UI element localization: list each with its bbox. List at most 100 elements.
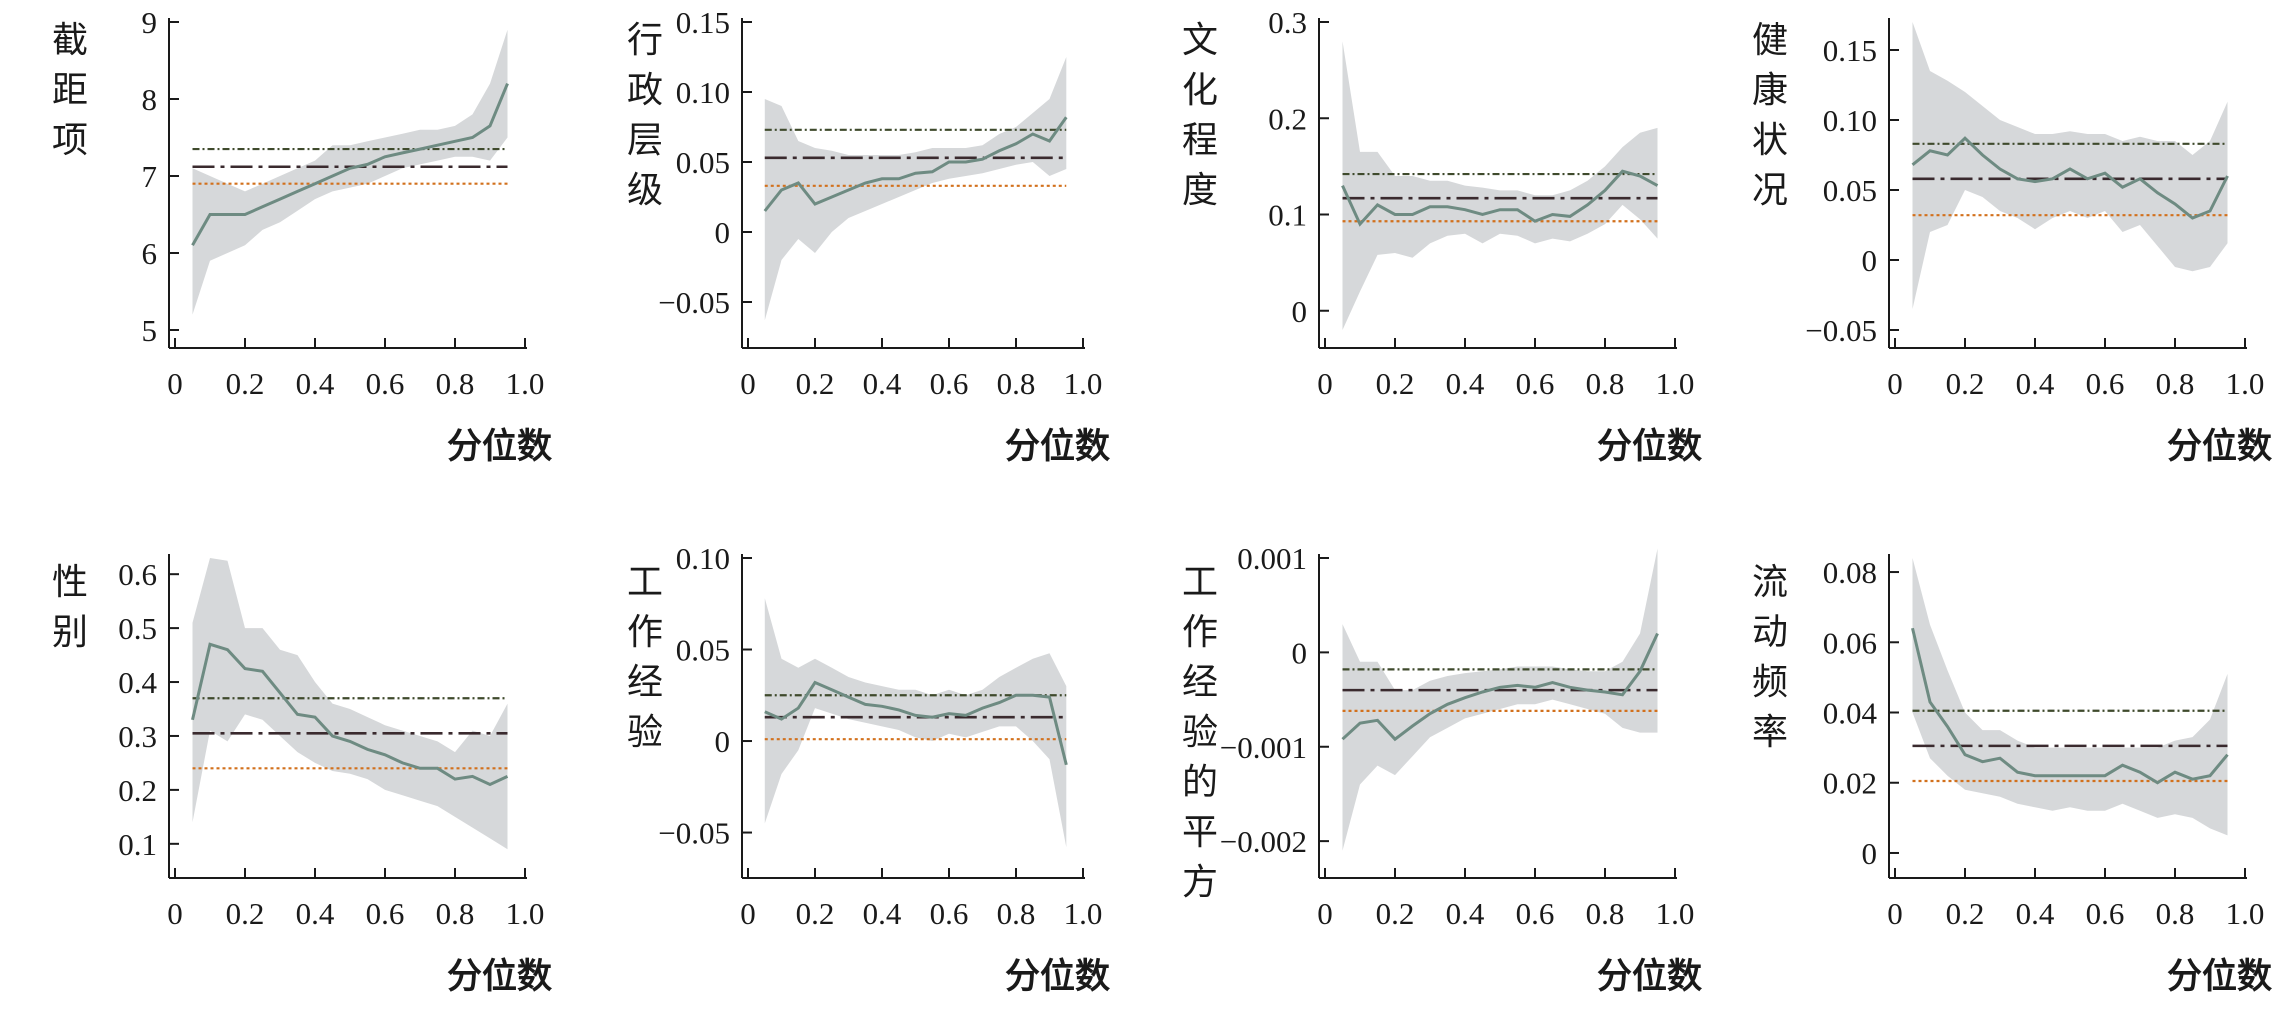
y-axis-title-char: 动: [1752, 612, 1788, 653]
quantile-coefficient-line: [1911, 136, 2229, 220]
y-axis-title-char: 作: [627, 612, 663, 653]
y-axis-title: 行政层级: [627, 20, 663, 211]
x-tick-label: 0.4: [863, 896, 902, 931]
y-tick-label: −0.001: [1220, 730, 1307, 765]
y-tick-label: 8: [142, 82, 158, 117]
y-tick-label: 0: [1292, 294, 1308, 329]
quantile-coefficient-line: [1341, 169, 1659, 227]
x-tick-label: 0.6: [366, 896, 405, 931]
y-tick-label: −0.05: [658, 285, 730, 320]
x-tick-label: 0.2: [1946, 366, 1985, 401]
y-tick-label: 0.05: [676, 145, 730, 180]
y-tick-label: 0.05: [1823, 173, 1877, 208]
y-axis-title-char: 截: [52, 20, 88, 61]
y-tick-label: 0.3: [1268, 5, 1307, 40]
y-axis-title-char: 验: [627, 712, 663, 753]
x-tick-label: 0.8: [2156, 896, 2195, 931]
x-axis-title: 分位数: [2167, 957, 2272, 997]
y-axis-title-char: 别: [52, 612, 88, 653]
y-tick-label: 6: [142, 236, 158, 271]
y-axis-title-char: 程: [1182, 120, 1218, 161]
y-axis-title-char: 级: [627, 170, 663, 211]
quantile-coefficient-line: [763, 116, 1068, 212]
x-tick-label: 0.6: [366, 366, 405, 401]
y-tick-label: 0.6: [118, 557, 157, 592]
x-tick-label: 0.2: [796, 366, 835, 401]
y-axis-title-char: 健: [1752, 20, 1788, 61]
chart-panel-8: 0 0.02 0.04 0.06 0.08 0 0.2 0.4 0.6 0.8 1.0 分位数 流动频率: [1752, 554, 2272, 997]
y-axis-title: 流动频率: [1752, 562, 1788, 753]
y-tick-label: −0.002: [1220, 824, 1307, 859]
y-tick-label: 0.15: [676, 5, 730, 40]
y-axis-title-char: 平: [1182, 812, 1218, 853]
x-tick-label: 0: [740, 366, 756, 401]
quantile-coefficient-line: [1341, 632, 1659, 742]
x-tick-label: 0.8: [436, 896, 475, 931]
y-axis-title-char: 度: [1182, 170, 1218, 211]
x-tick-label: 0.8: [997, 896, 1036, 931]
x-tick-label: 0.2: [1946, 896, 1985, 931]
confidence-band: [192, 558, 508, 850]
y-axis-title-char: 频: [1752, 662, 1788, 703]
y-tick-label: −0.05: [1805, 313, 1877, 348]
x-tick-label: 1.0: [1064, 366, 1103, 401]
x-tick-label: 1.0: [1656, 366, 1695, 401]
x-axis-title: 分位数: [2167, 427, 2272, 467]
x-tick-label: 1.0: [1064, 896, 1103, 931]
x-tick-label: 0.2: [1376, 896, 1415, 931]
y-tick-label: 0.10: [676, 75, 730, 110]
y-axis-title-char: 项: [52, 120, 88, 161]
chart-panel-7: −0.002 −0.001 0 0.001 0 0.2 0.4 0.6 0.8 1.0 分位数 工作经…: [1182, 541, 1702, 997]
chart-panel-1: 5 6 7 8 9 0 0.2 0.4 0.6 0.8 1.0 分位数 截距项: [52, 5, 552, 467]
y-axis-title-char: 方: [1182, 862, 1218, 903]
y-axis-title: 工作经验: [627, 562, 663, 753]
chart-panel-2: −0.05 0 0.05 0.10 0.15 0 0.2 0.4 0.6 0.8 1.0 分位数 行政层…: [627, 5, 1110, 467]
y-axis-title-char: 经: [627, 662, 663, 703]
y-tick-label: 0.05: [676, 633, 730, 668]
x-tick-label: 0.4: [863, 366, 902, 401]
x-tick-label: 0.6: [2086, 366, 2125, 401]
confidence-band: [192, 29, 508, 315]
x-tick-label: 0.2: [796, 896, 835, 931]
y-tick-label: 0: [715, 215, 731, 250]
x-tick-label: 0.8: [997, 366, 1036, 401]
confidence-band: [1912, 558, 2228, 836]
x-tick-label: 0.6: [1516, 366, 1555, 401]
x-axis-title: 分位数: [1005, 427, 1110, 467]
y-tick-label: 0.1: [118, 827, 157, 862]
y-tick-label: 0.10: [676, 541, 730, 576]
x-tick-label: 1.0: [506, 896, 545, 931]
y-axis-title-char: 政: [627, 70, 663, 111]
y-tick-label: 0.5: [118, 611, 157, 646]
x-tick-label: 1.0: [1656, 896, 1695, 931]
y-axis-title: 性别: [52, 562, 88, 653]
x-axis-title: 分位数: [447, 427, 552, 467]
y-axis-title-char: 文: [1182, 20, 1218, 61]
x-tick-label: 0: [1887, 896, 1903, 931]
y-axis-title-char: 距: [52, 70, 88, 111]
x-tick-label: 0.2: [1376, 366, 1415, 401]
x-axis-title: 分位数: [1597, 957, 1702, 997]
x-tick-label: 0.6: [2086, 896, 2125, 931]
y-tick-label: −0.05: [658, 816, 730, 851]
confidence-band: [1342, 41, 1658, 330]
confidence-band: [1912, 22, 2228, 309]
quantile-coefficient-line: [1911, 627, 2229, 785]
x-tick-label: 0.4: [1446, 366, 1485, 401]
y-axis-title: 截距项: [52, 20, 88, 161]
x-tick-label: 0.4: [1446, 896, 1485, 931]
y-axis-title: 工作经验的平方: [1182, 562, 1218, 903]
x-tick-label: 0.2: [226, 896, 265, 931]
y-tick-label: 0: [715, 724, 731, 759]
y-tick-label: 0.2: [118, 773, 157, 808]
y-tick-label: 0: [1292, 635, 1308, 670]
y-tick-label: 5: [142, 313, 158, 348]
x-tick-label: 0.4: [296, 366, 335, 401]
quantile-coefficient-line: [191, 642, 509, 787]
y-tick-label: 7: [142, 159, 158, 194]
y-tick-label: 0.1: [1268, 198, 1307, 233]
y-axis-title-char: 验: [1182, 712, 1218, 753]
chart-panel-6: −0.05 0 0.05 0.10 0 0.2 0.4 0.6 0.8 1.0 分位数 工作经验: [627, 541, 1110, 997]
y-axis-title-char: 作: [1182, 612, 1218, 653]
